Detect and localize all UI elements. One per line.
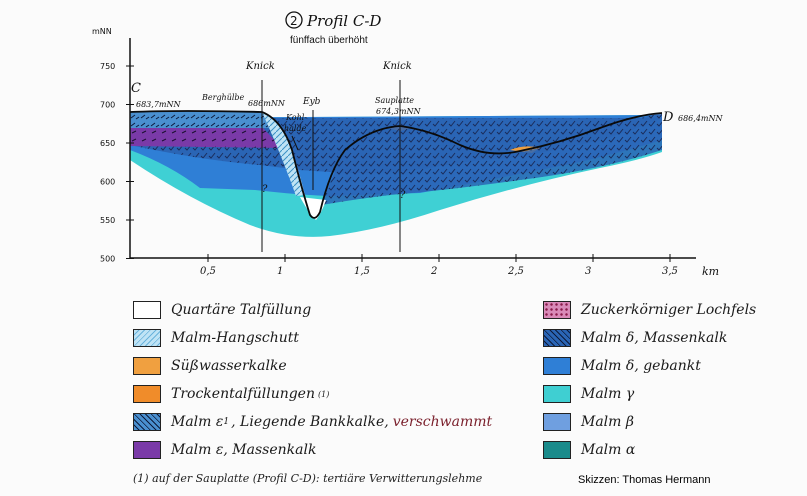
- x-tick-label: 2,5: [507, 266, 524, 277]
- x-tick-label: 3,5: [662, 266, 678, 277]
- title-subtitle: fünffach überhöht: [290, 35, 368, 46]
- title-number: 2: [290, 14, 298, 28]
- kohlhalde-arrow: [291, 135, 299, 151]
- swatch-malm-delta-gebankt: [543, 357, 571, 375]
- y-tick-label: 550: [100, 216, 115, 225]
- swatch-malm-e: [133, 441, 161, 459]
- swatch-zuckerkorn: [543, 301, 571, 319]
- layer-malm-epsilon1-bankkalke: [130, 111, 270, 128]
- layer-malm-epsilon-massenkalk: [130, 128, 282, 148]
- sauplatte-elevation: 674,3mNN: [376, 107, 421, 116]
- swatch-quartaer: [133, 301, 161, 319]
- legend-label-malm-alpha: Malm α: [581, 442, 636, 458]
- legend-label-verschwammt: verschwammt: [392, 414, 493, 430]
- legend-label-malm-delta-gebankt: Malm δ, gebankt: [581, 358, 701, 374]
- berghuelbe-elevation: 686mNN: [248, 99, 286, 108]
- legend-malm-delta-gebankt: Malm δ, gebankt: [543, 355, 701, 377]
- title-number-circle: [285, 11, 303, 29]
- footnote: (1) auf der Sauplatte (Profil C-D): tert…: [133, 472, 483, 485]
- knick-label-2: Knick: [382, 61, 412, 72]
- legend-zuckerkorn: Zuckerkörniger Lochfels: [543, 299, 756, 321]
- credit: Skizzen: Thomas Hermann: [578, 474, 711, 486]
- legend-note-trockental: (1): [318, 389, 330, 399]
- point-d-elevation: 686,4mNN: [678, 114, 723, 123]
- x-tick-label: 1: [277, 266, 283, 277]
- swatch-trockental: [133, 385, 161, 403]
- x-axis-unit: km: [702, 265, 719, 278]
- y-tick-label: 600: [100, 178, 115, 187]
- legend-sub-malm-e1: 1: [223, 417, 230, 427]
- y-tick-label: 700: [100, 101, 115, 110]
- legend-malm-gamma: Malm γ: [543, 383, 634, 405]
- y-tick-label: 650: [100, 139, 115, 148]
- legend-suesswasser: Süßwasserkalke: [133, 355, 287, 377]
- legend-malm-alpha: Malm α: [543, 439, 635, 461]
- x-tick-label: 2: [430, 266, 437, 277]
- legend-label-suesswasser: Süßwasserkalke: [171, 358, 287, 374]
- swatch-malm-e1: [133, 413, 161, 431]
- profile-title: 2 Profil C-D fünffach überhöht: [285, 11, 381, 46]
- question-mark-2: ?: [400, 190, 406, 201]
- terrain-surface: [129, 110, 663, 219]
- legend-label-malm-delta-massen: Malm δ, Massenkalk: [581, 330, 728, 346]
- legend-malm-delta-massen: Malm δ, Massenkalk: [543, 327, 727, 349]
- legend-malm-e1: Malm ε 1 , Liegende Bankkalke, verschwam…: [133, 411, 492, 433]
- point-c-elevation: 683,7mNN: [136, 100, 181, 109]
- legend-label-trockental: Trockentalfüllungen: [171, 386, 315, 402]
- legend-label-malm-gamma: Malm γ: [581, 386, 635, 402]
- swatch-malm-delta-massen: [543, 329, 571, 347]
- legend-label-hangschutt: Malm-Hangschutt: [171, 330, 300, 346]
- point-c-label: C: [131, 81, 141, 96]
- y-tick-label: 500: [100, 255, 115, 264]
- kohlhalde-label-1: Kohl-: [285, 113, 307, 122]
- legend-hangschutt: Malm-Hangschutt: [133, 327, 299, 349]
- y-axis-ticks: 750 700 650 600 550 500: [100, 62, 134, 264]
- legend-trockental: Trockentalfüllungen (1): [133, 383, 329, 405]
- legend-label-malm-e: Malm ε, Massenkalk: [171, 442, 317, 458]
- sauplatte-label: Sauplatte: [375, 96, 414, 105]
- swatch-suesswasser: [133, 357, 161, 375]
- y-axis-unit: mNN: [92, 27, 112, 36]
- swatch-malm-alpha: [543, 441, 571, 459]
- point-d-label: D: [662, 110, 674, 125]
- layer-hangschutt: [262, 112, 305, 196]
- question-mark-1: ?: [262, 184, 268, 195]
- x-axis-ticks: 0,5 1 1,5 2 2,5 3 3,5: [200, 254, 678, 277]
- x-tick-label: 1,5: [354, 266, 370, 277]
- swatch-malm-gamma: [543, 385, 571, 403]
- profile-annotations: C 683,7mNN D 686,4mNN Knick Knick Berghü…: [131, 61, 723, 201]
- x-tick-label: 0,5: [200, 266, 216, 277]
- legend-label-malm-e1: Malm ε: [171, 414, 224, 430]
- legend-malm-beta: Malm β: [543, 411, 634, 433]
- kohlhalde-label-2: halde: [284, 124, 307, 133]
- legend-label-zuckerkorn: Zuckerkörniger Lochfels: [581, 302, 757, 318]
- title-text: Profil C-D: [306, 12, 381, 30]
- eyb-label: Eyb: [302, 97, 321, 107]
- y-tick-label: 750: [100, 62, 115, 71]
- legend-label-malm-beta: Malm β: [581, 414, 634, 430]
- swatch-hangschutt: [133, 329, 161, 347]
- legend-malm-e: Malm ε, Massenkalk: [133, 439, 316, 461]
- geological-profile: 2 Profil C-D fünffach überhöht: [92, 11, 723, 278]
- legend-label-quartaer: Quartäre Talfüllung: [171, 302, 312, 318]
- legend-label-malm-e1-desc: , Liegende Bankkalke,: [231, 414, 389, 430]
- berghuelbe-label: Berghülbe: [201, 93, 245, 102]
- swatch-malm-beta: [543, 413, 571, 431]
- knick-label-1: Knick: [245, 61, 275, 72]
- x-tick-label: 3: [585, 266, 591, 277]
- layer-malm-delta-slope: [322, 113, 662, 205]
- legend-quartaer: Quartäre Talfüllung: [133, 299, 311, 321]
